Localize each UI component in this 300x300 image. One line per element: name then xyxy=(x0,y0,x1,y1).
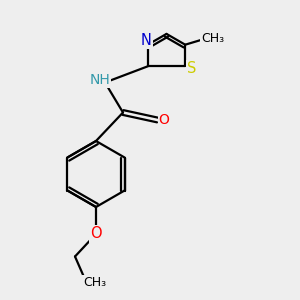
Text: O: O xyxy=(90,226,102,242)
Text: O: O xyxy=(159,113,170,127)
Text: S: S xyxy=(187,61,196,76)
Text: CH₃: CH₃ xyxy=(201,32,224,45)
Text: N: N xyxy=(141,33,152,48)
Text: NH: NH xyxy=(89,73,110,87)
Text: CH₃: CH₃ xyxy=(83,275,106,289)
